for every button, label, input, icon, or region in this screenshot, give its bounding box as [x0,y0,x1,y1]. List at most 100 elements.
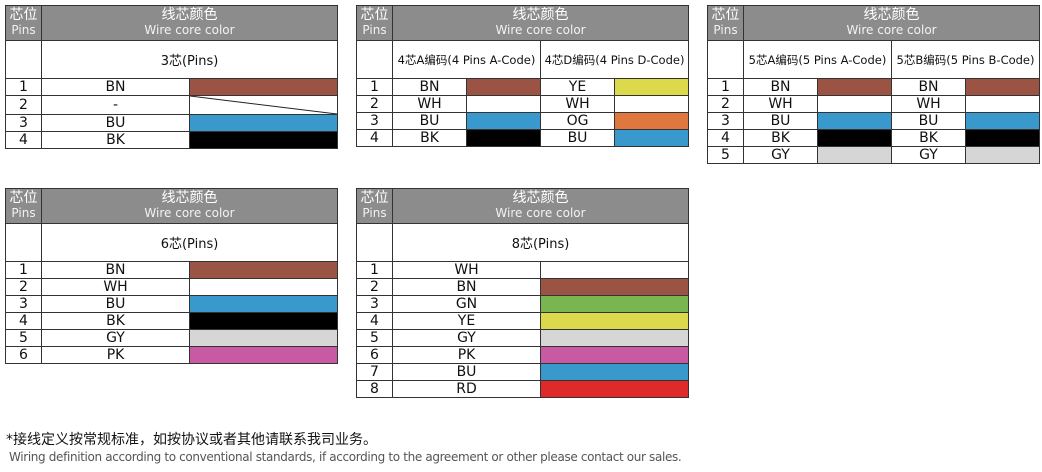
subheader-blank [707,40,744,79]
wire-color-header-en: Wire core color [846,23,937,37]
subheader-row: 8芯(Pins) [356,223,690,262]
wire-code: GY [392,329,541,347]
table-row: 1 BN BN [707,78,1041,96]
table-row: 7 BU [356,363,690,381]
table-row: 6 PK [356,346,690,364]
pins-header: 芯位 Pins [5,5,42,41]
pin-number: 4 [356,312,393,330]
wire-code: BU [392,363,541,381]
pins-header-cn: 芯位 [360,190,389,206]
subheader-blank [5,223,42,262]
pins-header: 芯位 Pins [356,5,393,41]
wire-code: WH [41,278,190,296]
table-row: 5 GY [5,329,339,347]
pin-number: 2 [5,278,42,296]
wire-code: - [41,95,190,115]
wiring-table: 芯位 Pins 线芯颜色 Wire core color 5芯A编码(5 Pins A-… [707,5,1041,164]
wire-code: BN [41,261,190,279]
wire-color-swatch [817,129,892,147]
table-row: 4 BK [5,312,339,330]
wire-code: GY [41,329,190,347]
wire-color-swatch [188,278,339,296]
wire-color-header: 线芯颜色 Wire core color [391,188,690,224]
wire-color-swatch [613,95,690,113]
pins-header-en: Pins [362,23,387,37]
table-row: 3 BU [5,114,339,132]
wire-color-swatch [817,146,892,164]
wire-code: WH [392,261,541,279]
wire-color-swatch [188,95,339,115]
table-row: 8 RD [356,380,690,398]
wire-code: BK [41,131,190,149]
pins-header-en: Pins [11,23,36,37]
table-row: 4 BK BK [707,129,1041,147]
subheader-blank [5,40,42,79]
table-row: 4 YE [356,312,690,330]
wire-color-header: 线芯颜色 Wire core color [40,188,339,224]
pin-number: 1 [5,261,42,279]
wire-code: YE [540,78,615,96]
wire-code: PK [41,346,190,364]
wire-color-swatch [466,129,541,147]
wire-code: BN [392,78,467,96]
pin-number: 1 [356,78,393,96]
wire-color-swatch [613,129,690,147]
wiring-table: 芯位 Pins 线芯颜色 Wire core color 3芯(Pins) 1 BN 2-3 B… [5,5,339,149]
wire-code: BN [743,78,818,96]
wire-color-header: 线芯颜色 Wire core color [742,5,1041,41]
wire-color-swatch [188,346,339,364]
wire-code: BU [41,114,190,132]
pin-number: 3 [356,112,393,130]
pin-config-label: 5芯A编码(5 Pins A-Code) [743,40,892,79]
wire-code: WH [743,95,818,113]
wire-code: BK [891,129,966,147]
wire-code: GY [743,146,818,164]
wire-color-header-cn: 线芯颜色 [512,190,569,206]
table-row: 3 BU BU [707,112,1041,130]
wire-color-swatch [188,329,339,347]
subheader-row: 5芯A编码(5 Pins A-Code) 5芯B编码(5 Pins B-Code) [707,40,1041,79]
wire-code: BU [41,295,190,313]
pin-config-label: 4芯A编码(4 Pins A-Code) [392,40,541,79]
table-row: 1 BN [5,78,339,96]
wire-code: YE [392,312,541,330]
wire-code: GN [392,295,541,313]
header-row: 芯位 Pins 线芯颜色 Wire core color [5,188,339,224]
wire-color-header-cn: 线芯颜色 [161,190,218,206]
wire-color-header-en: Wire core color [495,23,586,37]
wire-code: BK [41,312,190,330]
header-row: 芯位 Pins 线芯颜色 Wire core color [356,5,690,41]
wire-code: BN [891,78,966,96]
wiring-table: 芯位 Pins 线芯颜色 Wire core color 8芯(Pins) 1 WH 2 BN 3… [356,188,690,398]
wire-color-header-en: Wire core color [144,206,235,220]
pin-number: 3 [5,114,42,132]
wire-code: WH [891,95,966,113]
wiring-table: 芯位 Pins 线芯颜色 Wire core color 4芯A编码(4 Pins A-… [356,5,690,147]
wire-code: BU [743,112,818,130]
pin-number: 1 [707,78,744,96]
wire-color-swatch [964,112,1041,130]
table-row: 1 WH [356,261,690,279]
table-row: 2 WH [5,278,339,296]
table-row: 3 BU OG [356,112,690,130]
pin-number: 3 [356,295,393,313]
wire-color-swatch [613,78,690,96]
wire-color-swatch [188,78,339,96]
wire-color-swatch [964,129,1041,147]
table-row: 1 BN YE [356,78,690,96]
wire-code: BK [743,129,818,147]
wire-color-header: 线芯颜色 Wire core color [391,5,690,41]
pin-number: 3 [5,295,42,313]
pin-number: 4 [5,312,42,330]
pin-number: 5 [707,146,744,164]
wire-code: PK [392,346,541,364]
pins-header: 芯位 Pins [707,5,744,41]
wire-color-header-en: Wire core color [144,23,235,37]
footnote-en: Wiring definition according to conventio… [9,450,682,464]
wire-code: OG [540,112,615,130]
pin-number: 5 [5,329,42,347]
no-wire-diagonal [190,96,337,114]
table-row: 2 WH WH [356,95,690,113]
wire-color-swatch [188,114,339,132]
table-row: 6 PK [5,346,339,364]
